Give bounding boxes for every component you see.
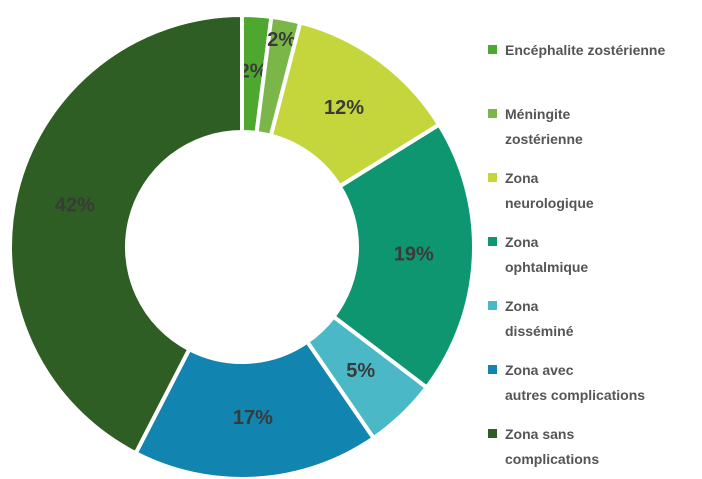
data-label: 19%: [394, 243, 434, 265]
legend-swatch: [488, 301, 497, 310]
data-label: 5%: [346, 360, 375, 382]
legend-swatch: [488, 237, 497, 246]
legend-label: Zona sans complications: [505, 426, 600, 467]
legend-swatch: [488, 429, 497, 438]
legend-swatch: [488, 109, 497, 118]
legend-label: Méningite zostérienne: [505, 106, 583, 147]
data-label: 42%: [55, 195, 95, 217]
legend-swatch: [488, 365, 497, 374]
legend-label: Zona ophtalmique: [505, 234, 589, 275]
legend-swatch: [488, 173, 497, 182]
data-label: 2%: [267, 29, 296, 51]
data-label: 12%: [324, 97, 364, 119]
legend-label: Zona neurologique: [505, 170, 594, 211]
legend-label: Zona avec autres complications: [505, 362, 646, 403]
legend-swatch: [488, 45, 497, 54]
data-label: 17%: [233, 407, 273, 429]
slice: [132, 338, 377, 479]
legend-label: Encéphalite zostérienne: [505, 42, 666, 58]
slice: [8, 12, 244, 456]
legend-label: Zona disséminé: [505, 298, 574, 339]
donut: 2% 2% 12% 19% 5% 17% 42%: [8, 12, 476, 479]
slice: [330, 121, 476, 391]
data-label: 2%: [239, 61, 268, 83]
